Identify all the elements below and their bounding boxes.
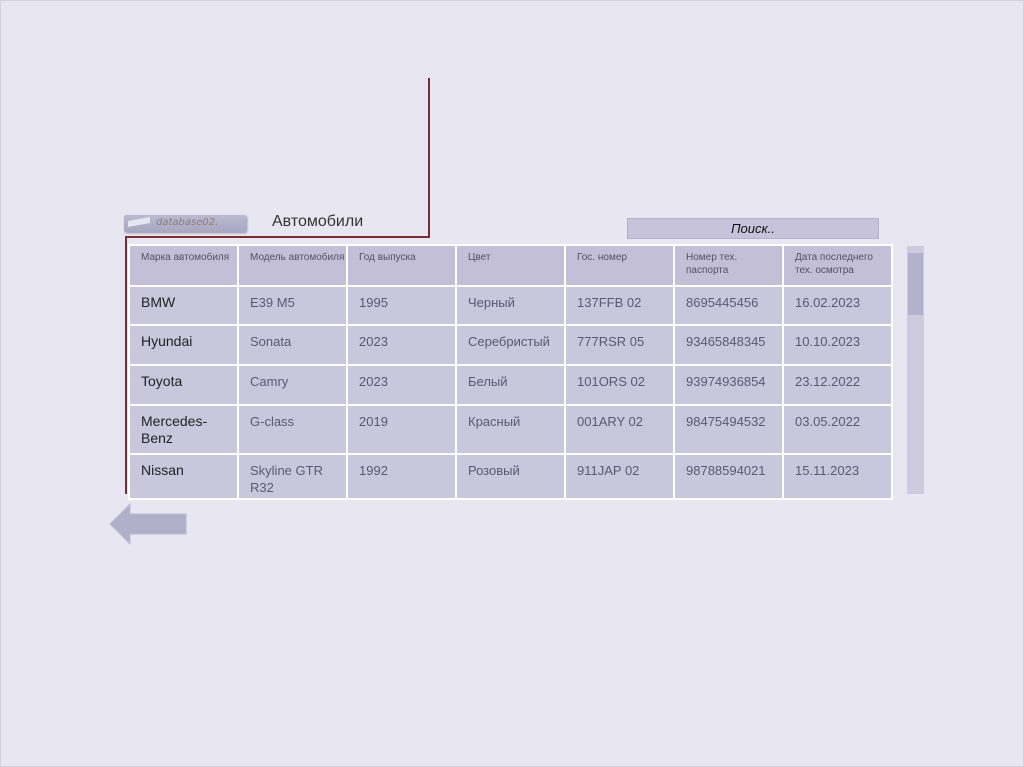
cell-passport[interactable]: 93465848345 <box>673 324 784 366</box>
cell-plate[interactable]: 911JAP 02 <box>564 453 675 500</box>
table-row[interactable]: Mercedes-Benz G-class 2019 Красный 001AR… <box>128 404 893 455</box>
header-model[interactable]: Модель автомобиля <box>237 244 348 287</box>
cell-brand[interactable]: BMW <box>128 285 239 326</box>
cell-inspection-date[interactable]: 15.11.2023 <box>782 453 893 500</box>
header-plate[interactable]: Гос. номер <box>564 244 675 287</box>
cell-color[interactable]: Розовый <box>455 453 566 500</box>
header-inspection-date[interactable]: Дата последнего тех. осмотра <box>782 244 893 287</box>
cell-year[interactable]: 2019 <box>346 404 457 455</box>
cell-year[interactable]: 1992 <box>346 453 457 500</box>
cell-plate[interactable]: 101ORS 02 <box>564 364 675 406</box>
search-button[interactable]: Поиск.. <box>627 218 879 239</box>
cell-color[interactable]: Красный <box>455 404 566 455</box>
cell-inspection-date[interactable]: 16.02.2023 <box>782 285 893 326</box>
cell-brand[interactable]: Toyota <box>128 364 239 406</box>
cell-year[interactable]: 2023 <box>346 364 457 406</box>
cell-model[interactable]: Skyline GTR R32 <box>237 453 348 500</box>
table-scrollbar[interactable] <box>907 246 924 494</box>
table-row[interactable]: BMW E39 M5 1995 Черный 137FFB 02 8695445… <box>128 285 893 326</box>
cell-passport[interactable]: 93974936854 <box>673 364 784 406</box>
cell-year[interactable]: 2023 <box>346 324 457 366</box>
page-title: Автомобили <box>272 213 364 230</box>
scrollbar-thumb[interactable] <box>908 253 923 315</box>
arrow-left-icon <box>109 502 187 546</box>
cell-brand[interactable]: Mercedes-Benz <box>128 404 239 455</box>
cell-color[interactable]: Серебристый <box>455 324 566 366</box>
header-color[interactable]: Цвет <box>455 244 566 287</box>
cell-model[interactable]: E39 M5 <box>237 285 348 326</box>
back-button[interactable] <box>108 502 188 546</box>
cell-model[interactable]: Camry <box>237 364 348 406</box>
cell-inspection-date[interactable]: 03.05.2022 <box>782 404 893 455</box>
cell-passport[interactable]: 8695445456 <box>673 285 784 326</box>
cell-model[interactable]: G-class <box>237 404 348 455</box>
table-row[interactable]: Nissan Skyline GTR R32 1992 Розовый 911J… <box>128 453 893 500</box>
cell-brand[interactable]: Nissan <box>128 453 239 500</box>
database-badge: database02. <box>124 215 246 232</box>
cell-inspection-date[interactable]: 23.12.2022 <box>782 364 893 406</box>
database-badge-icon <box>128 217 150 227</box>
divider-vertical <box>428 78 430 238</box>
cars-table: Марка автомобиля Модель автомобиля Год в… <box>128 244 893 500</box>
cell-plate[interactable]: 137FFB 02 <box>564 285 675 326</box>
cell-color[interactable]: Белый <box>455 364 566 406</box>
divider-horizontal <box>126 236 430 238</box>
header-brand[interactable]: Марка автомобиля <box>128 244 239 287</box>
cell-passport[interactable]: 98788594021 <box>673 453 784 500</box>
database-label: database02. <box>156 217 219 228</box>
cell-model[interactable]: Sonata <box>237 324 348 366</box>
header-year[interactable]: Год выпуска <box>346 244 457 287</box>
cell-plate[interactable]: 777RSR 05 <box>564 324 675 366</box>
divider-left <box>125 236 127 494</box>
cell-year[interactable]: 1995 <box>346 285 457 326</box>
header-passport[interactable]: Номер тех. паспорта <box>673 244 784 287</box>
cell-inspection-date[interactable]: 10.10.2023 <box>782 324 893 366</box>
table-row[interactable]: Toyota Camry 2023 Белый 101ORS 02 939749… <box>128 364 893 406</box>
cell-plate[interactable]: 001ARY 02 <box>564 404 675 455</box>
table-row[interactable]: Hyundai Sonata 2023 Серебристый 777RSR 0… <box>128 324 893 366</box>
cell-color[interactable]: Черный <box>455 285 566 326</box>
cell-brand[interactable]: Hyundai <box>128 324 239 366</box>
cell-passport[interactable]: 98475494532 <box>673 404 784 455</box>
table-header-row: Марка автомобиля Модель автомобиля Год в… <box>128 244 893 287</box>
